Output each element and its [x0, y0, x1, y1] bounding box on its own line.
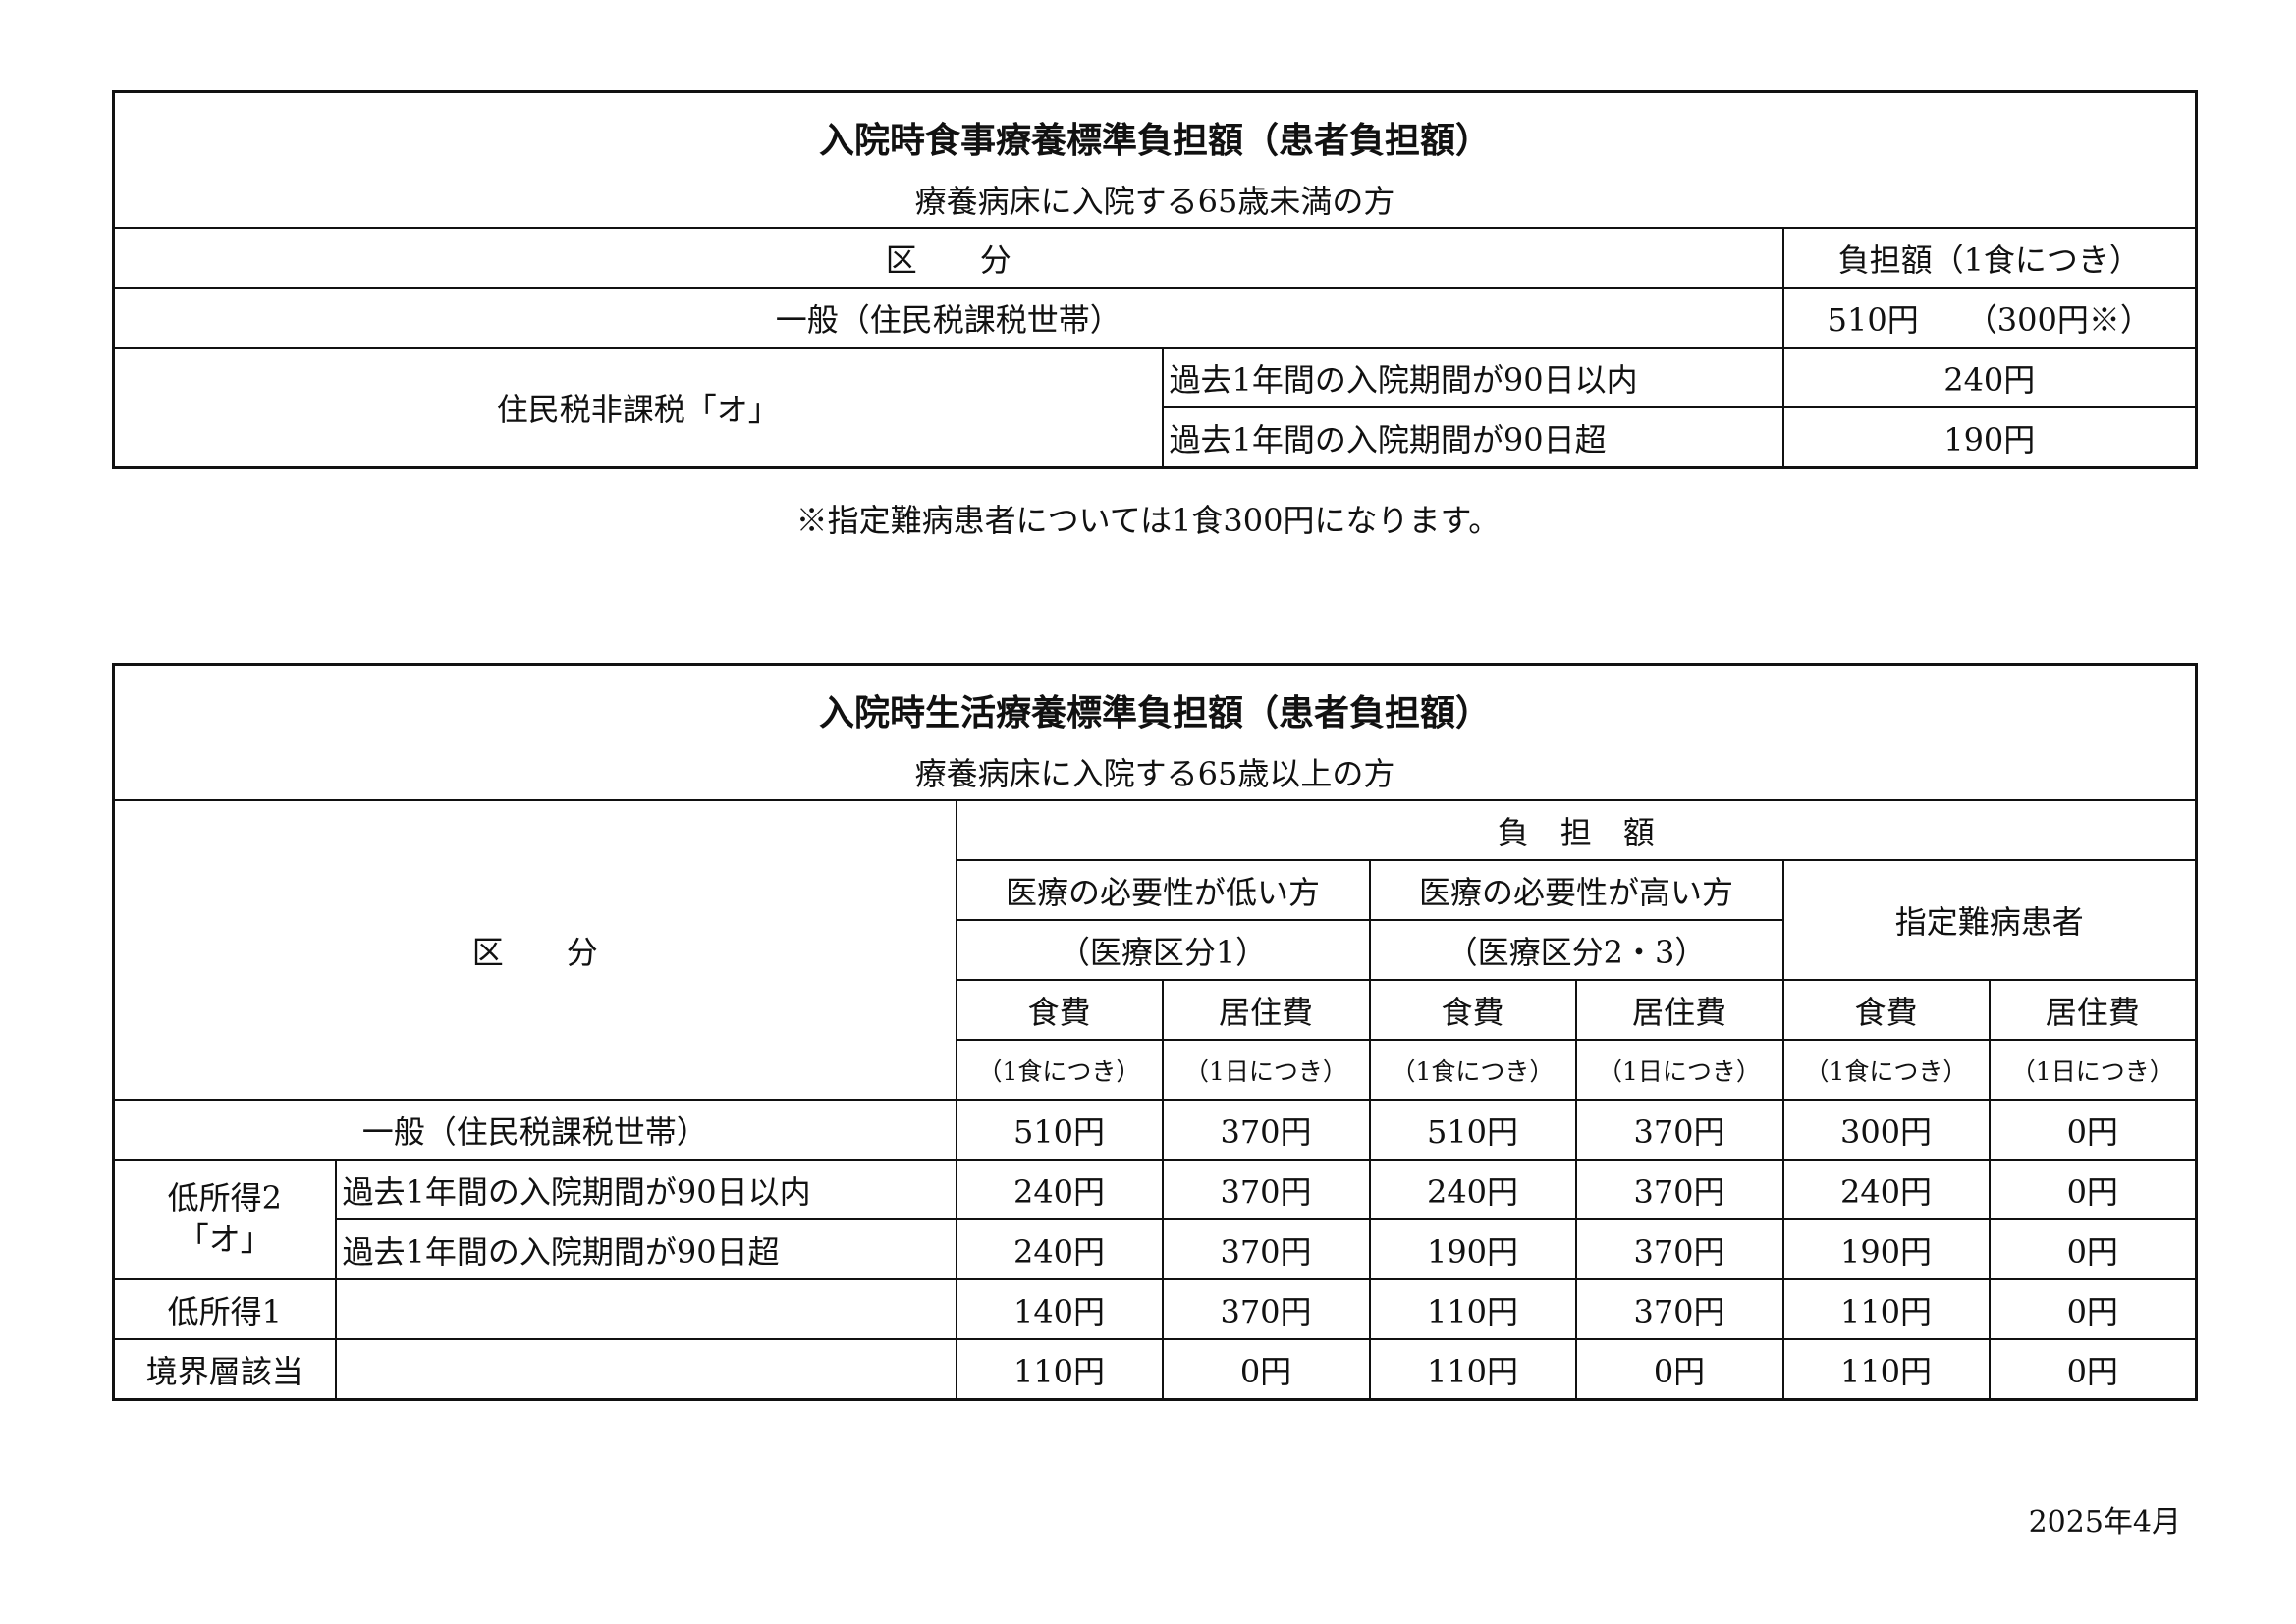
row-condition: 過去1年間の入院期間が90日超 — [1161, 406, 1784, 469]
row-condition — [334, 1278, 957, 1340]
cell-value: 300円 — [1781, 1099, 1991, 1161]
group-high-need-sub: （医療区分2・3） — [1368, 919, 1784, 981]
row-category: 低所得1 — [112, 1278, 337, 1340]
header-food: 食費 — [1368, 979, 1577, 1041]
meal-cost-table: 入院時食事療養標準負担額（患者負担額） 療養病床に入院する65歳未満の方 区 分… — [112, 90, 2199, 469]
header-housing: 居住費 — [1161, 979, 1371, 1041]
category-line: 「オ」 — [177, 1220, 272, 1258]
table2-title: 入院時生活療養標準負担額（患者負担額） — [112, 663, 2198, 744]
header-category: 区 分 — [112, 227, 1784, 289]
per-meal: （1食につき） — [1781, 1039, 1991, 1101]
header-amount: 負 担 額 — [955, 799, 2198, 861]
cell-value: 240円 — [1781, 1159, 1991, 1220]
table1-note: ※指定難病患者については1食300円になります。 — [795, 502, 1501, 539]
group-low-need: 医療の必要性が低い方 — [955, 859, 1371, 921]
cell-value: 240円 — [955, 1159, 1164, 1220]
table-row: 一般（住民税課税世帯） 510円 （300円※） — [112, 287, 2198, 349]
row-condition: 過去1年間の入院期間が90日超 — [334, 1218, 957, 1280]
row-condition: 過去1年間の入院期間が90日以内 — [1161, 347, 1784, 408]
per-meal: （1食につき） — [955, 1039, 1164, 1101]
cell-value: 370円 — [1574, 1159, 1784, 1220]
cell-value: 370円 — [1161, 1218, 1371, 1280]
group-designated-disease: 指定難病患者 — [1781, 859, 2198, 981]
row-category: 低所得2 「オ」 — [112, 1159, 337, 1280]
row-category: 一般（住民税課税世帯） — [112, 1099, 957, 1161]
cell-value: 510円 — [955, 1099, 1164, 1161]
header-category: 区 分 — [112, 799, 957, 1101]
row-condition: 過去1年間の入院期間が90日以内 — [334, 1159, 957, 1220]
table1-title: 入院時食事療養標準負担額（患者負担額） — [112, 90, 2198, 172]
header-amount: 負担額（1食につき） — [1781, 227, 2198, 289]
row-category: 住民税非課税「オ」 — [112, 347, 1164, 469]
per-day: （1日につき） — [1161, 1039, 1371, 1101]
cell-value: 190円 — [1781, 1218, 1991, 1280]
cell-value: 370円 — [1161, 1159, 1371, 1220]
cell-value: 240円 — [1368, 1159, 1577, 1220]
header-food: 食費 — [955, 979, 1164, 1041]
table-row: 一般（住民税課税世帯） 510円 370円 510円 370円 300円 0円 — [112, 1099, 2198, 1161]
cell-value: 140円 — [955, 1278, 1164, 1340]
per-day: （1日につき） — [1988, 1039, 2198, 1101]
row-amount: 510円 （300円※） — [1781, 287, 2198, 349]
cell-value: 110円 — [955, 1338, 1164, 1401]
cell-value: 370円 — [1161, 1278, 1371, 1340]
cell-value: 240円 — [955, 1218, 1164, 1280]
row-amount: 190円 — [1781, 406, 2198, 469]
table-row: 低所得2 「オ」 過去1年間の入院期間が90日以内 240円 370円 240円… — [112, 1159, 2198, 1280]
cell-value: 370円 — [1574, 1278, 1784, 1340]
group-low-need-sub: （医療区分1） — [955, 919, 1371, 981]
table2-subtitle: 療養病床に入院する65歳以上の方 — [112, 744, 2198, 801]
document-date: 2025年4月 — [2028, 1505, 2181, 1540]
cell-value: 110円 — [1781, 1338, 1991, 1401]
cell-value: 110円 — [1368, 1338, 1577, 1401]
cell-value: 0円 — [1161, 1338, 1371, 1401]
cell-value: 510円 — [1368, 1099, 1577, 1161]
table-row: 住民税非課税「オ」 過去1年間の入院期間が90日以内 240円 — [112, 347, 2198, 469]
table-row: 低所得1 140円 370円 110円 370円 110円 0円 — [112, 1278, 2198, 1340]
table-row: 過去1年間の入院期間が90日超 190円 — [114, 406, 2198, 469]
header-food: 食費 — [1781, 979, 1991, 1041]
header-housing: 居住費 — [1574, 979, 1784, 1041]
group-high-need: 医療の必要性が高い方 — [1368, 859, 1784, 921]
row-condition — [334, 1338, 957, 1401]
cell-value: 0円 — [1988, 1159, 2198, 1220]
row-category: 境界層該当 — [112, 1338, 337, 1401]
cell-value: 0円 — [1988, 1278, 2198, 1340]
row-category: 一般（住民税課税世帯） — [112, 287, 1784, 349]
table-row: 境界層該当 110円 0円 110円 0円 110円 0円 — [112, 1338, 2198, 1401]
cell-value: 0円 — [1574, 1338, 1784, 1401]
cell-value: 190円 — [1368, 1218, 1577, 1280]
cell-value: 370円 — [1574, 1218, 1784, 1280]
cell-value: 110円 — [1781, 1278, 1991, 1340]
cell-value: 110円 — [1368, 1278, 1577, 1340]
cell-value: 0円 — [1988, 1338, 2198, 1401]
cell-value: 370円 — [1161, 1099, 1371, 1161]
category-line: 低所得2 — [167, 1179, 282, 1218]
living-cost-table: 入院時生活療養標準負担額（患者負担額） 療養病床に入院する65歳以上の方 区 分… — [112, 663, 2199, 1401]
row-amount: 240円 — [1781, 347, 2198, 408]
cell-value: 0円 — [1988, 1099, 2198, 1161]
cell-value: 370円 — [1574, 1099, 1784, 1161]
table-row: 過去1年間の入院期間が90日超 240円 370円 190円 370円 190円… — [114, 1218, 2198, 1280]
cell-value: 0円 — [1988, 1218, 2198, 1280]
table1-subtitle: 療養病床に入院する65歳未満の方 — [112, 172, 2198, 229]
header-housing: 居住費 — [1988, 979, 2198, 1041]
per-day: （1日につき） — [1574, 1039, 1784, 1101]
per-meal: （1食につき） — [1368, 1039, 1577, 1101]
